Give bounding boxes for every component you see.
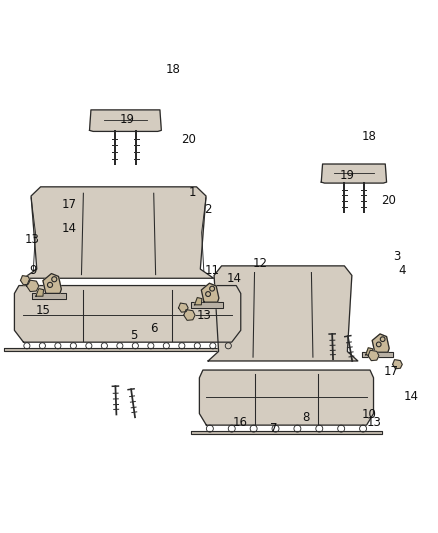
Polygon shape bbox=[366, 348, 373, 355]
Text: 20: 20 bbox=[181, 133, 196, 146]
Polygon shape bbox=[36, 288, 43, 296]
Polygon shape bbox=[191, 302, 223, 308]
Text: 2: 2 bbox=[204, 203, 211, 215]
Polygon shape bbox=[208, 266, 358, 361]
Text: 18: 18 bbox=[362, 130, 377, 143]
Text: 9: 9 bbox=[30, 264, 37, 277]
Text: 19: 19 bbox=[340, 169, 355, 182]
Text: 1: 1 bbox=[188, 186, 196, 199]
Polygon shape bbox=[362, 352, 393, 358]
Polygon shape bbox=[184, 310, 195, 320]
Polygon shape bbox=[4, 348, 252, 351]
Polygon shape bbox=[201, 283, 219, 302]
Text: 16: 16 bbox=[233, 416, 248, 429]
Polygon shape bbox=[191, 431, 382, 434]
Text: 14: 14 bbox=[61, 222, 77, 235]
Polygon shape bbox=[372, 334, 389, 352]
Text: 7: 7 bbox=[270, 422, 278, 435]
Text: 4: 4 bbox=[398, 264, 406, 277]
Text: 14: 14 bbox=[404, 390, 419, 403]
Text: 17: 17 bbox=[61, 198, 77, 211]
Polygon shape bbox=[368, 350, 379, 361]
Text: 5: 5 bbox=[130, 329, 137, 342]
Polygon shape bbox=[21, 276, 30, 285]
Text: 17: 17 bbox=[384, 365, 399, 378]
Polygon shape bbox=[321, 164, 387, 183]
Polygon shape bbox=[89, 110, 161, 132]
Polygon shape bbox=[24, 187, 214, 278]
Polygon shape bbox=[179, 303, 188, 312]
Polygon shape bbox=[199, 370, 374, 425]
Text: 3: 3 bbox=[393, 251, 400, 263]
Text: 18: 18 bbox=[166, 63, 181, 76]
Polygon shape bbox=[14, 286, 241, 342]
Polygon shape bbox=[32, 293, 66, 299]
Polygon shape bbox=[43, 273, 61, 293]
Text: 13: 13 bbox=[367, 416, 382, 429]
Text: 13: 13 bbox=[196, 309, 211, 322]
Text: 15: 15 bbox=[35, 303, 50, 317]
Text: 13: 13 bbox=[25, 233, 40, 246]
Text: 14: 14 bbox=[227, 272, 242, 285]
Polygon shape bbox=[194, 297, 202, 305]
Text: 6: 6 bbox=[150, 322, 158, 335]
Polygon shape bbox=[27, 280, 39, 292]
Text: 12: 12 bbox=[253, 256, 268, 270]
Polygon shape bbox=[392, 360, 402, 369]
Text: 19: 19 bbox=[120, 113, 135, 126]
Text: 8: 8 bbox=[303, 411, 310, 424]
Text: 10: 10 bbox=[362, 408, 377, 421]
Text: 11: 11 bbox=[205, 264, 220, 277]
Text: 20: 20 bbox=[381, 194, 396, 207]
